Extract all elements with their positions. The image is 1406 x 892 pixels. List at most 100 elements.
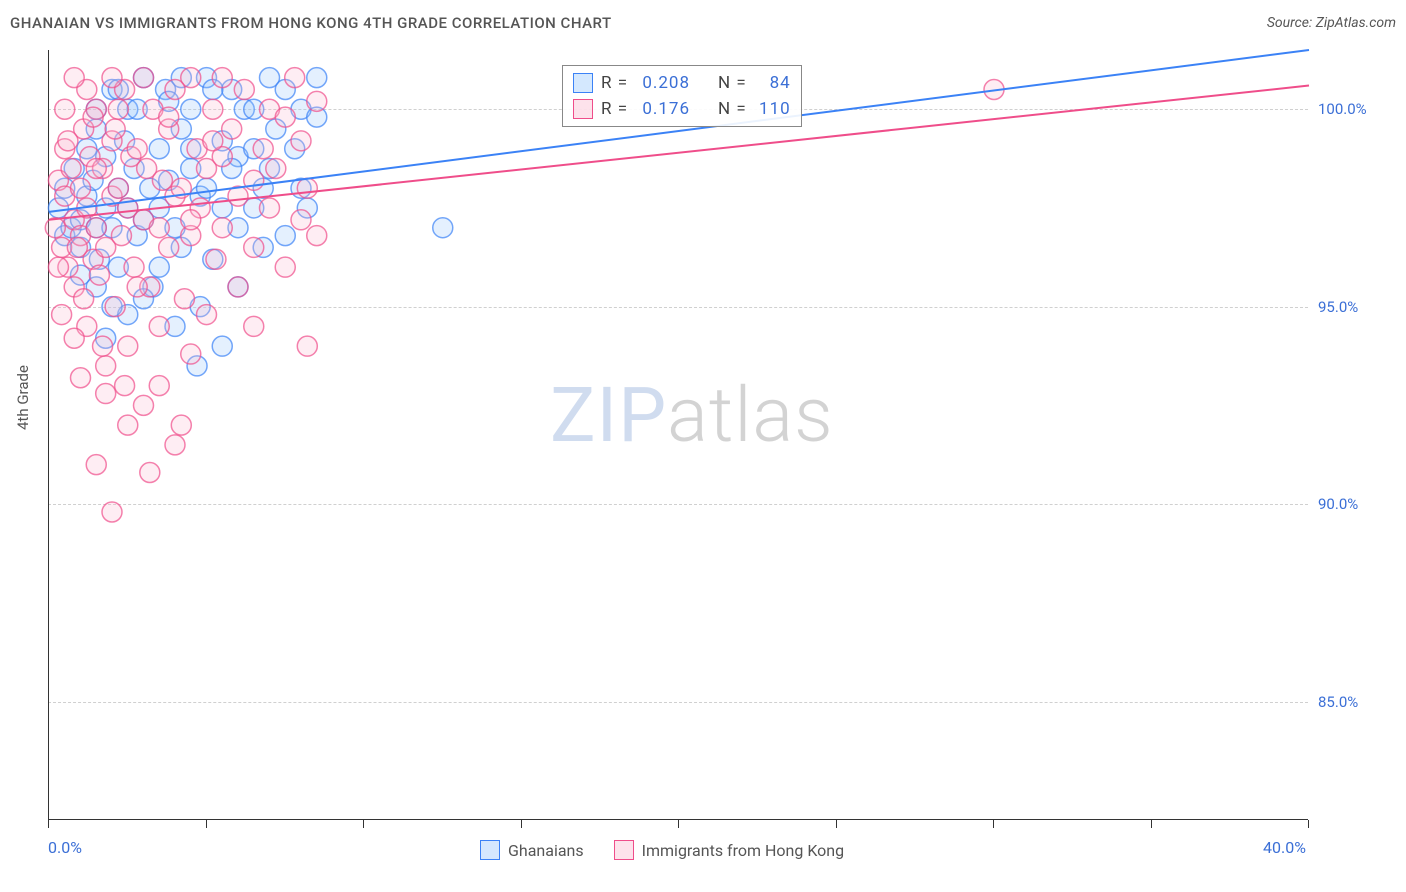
data-point (253, 139, 273, 159)
data-point (108, 99, 128, 119)
n-value: 84 (755, 70, 791, 96)
data-point (134, 68, 154, 88)
legend-swatch (573, 73, 593, 93)
data-point (52, 305, 72, 325)
data-point (275, 257, 295, 277)
data-point (149, 376, 169, 396)
x-tick (993, 820, 994, 828)
data-point (71, 368, 91, 388)
data-point (118, 336, 138, 356)
n-value: 110 (755, 96, 791, 122)
legend-label: Ghanaians (508, 841, 584, 860)
n-label: N = (718, 70, 747, 96)
data-point (48, 257, 68, 277)
scatter-svg (49, 50, 1309, 820)
data-point (61, 158, 81, 178)
data-point (206, 249, 226, 269)
x-tick-label: 40.0% (1263, 838, 1306, 857)
data-point (102, 502, 122, 522)
data-point (86, 455, 106, 475)
series-legend: Ghanaians Immigrants from Hong Kong (480, 840, 844, 860)
data-point (228, 277, 248, 297)
data-point (222, 119, 242, 139)
data-point (105, 297, 125, 317)
data-point (55, 99, 75, 119)
data-point (181, 344, 201, 364)
legend-item: Ghanaians (480, 840, 584, 860)
legend-swatch (480, 840, 500, 860)
data-point (285, 68, 305, 88)
data-point (71, 178, 91, 198)
data-point (260, 198, 280, 218)
data-point (159, 237, 179, 257)
data-point (96, 356, 116, 376)
data-point (297, 178, 317, 198)
data-point (64, 328, 84, 348)
y-tick-label: 95.0% (1318, 298, 1358, 316)
x-tick (678, 820, 679, 828)
x-tick (521, 820, 522, 828)
data-point (83, 107, 103, 127)
stats-row: R = 0.176 N = 110 (573, 96, 791, 122)
legend-swatch (614, 840, 634, 860)
data-point (197, 305, 217, 325)
data-point (433, 218, 453, 238)
x-tick-label: 0.0% (48, 838, 82, 857)
data-point (105, 119, 125, 139)
data-point (181, 210, 201, 230)
data-point (89, 265, 109, 285)
data-point (102, 68, 122, 88)
r-label: R = (601, 96, 628, 122)
data-point (174, 289, 194, 309)
r-value: 0.208 (636, 70, 690, 96)
data-point (291, 210, 311, 230)
data-point (212, 336, 232, 356)
data-point (212, 218, 232, 238)
data-point (181, 99, 201, 119)
data-point (96, 384, 116, 404)
x-tick (48, 820, 49, 828)
data-point (127, 277, 147, 297)
legend-label: Immigrants from Hong Kong (642, 841, 844, 860)
data-point (307, 226, 327, 246)
y-tick-label: 100.0% (1318, 100, 1367, 118)
stats-row: R =0.208N =84 (573, 70, 791, 96)
data-point (165, 435, 185, 455)
source-attribution: Source: ZipAtlas.com (1267, 15, 1396, 31)
x-tick (836, 820, 837, 828)
data-point (275, 107, 295, 127)
data-point (234, 79, 254, 99)
data-point (115, 376, 135, 396)
data-point (203, 99, 223, 119)
data-point (275, 226, 295, 246)
data-point (108, 178, 128, 198)
data-point (266, 158, 286, 178)
x-tick (206, 820, 207, 828)
correlation-stats-box: R = 0.208 N = 84R = 0.176 N = 110 (562, 65, 802, 127)
data-point (58, 131, 78, 151)
chart-title: GHANAIAN VS IMMIGRANTS FROM HONG KONG 4T… (10, 14, 612, 32)
n-label: N = (718, 96, 747, 122)
data-point (165, 79, 185, 99)
data-point (64, 68, 84, 88)
data-point (134, 395, 154, 415)
data-point (212, 68, 232, 88)
data-point (140, 463, 160, 483)
data-point (86, 158, 106, 178)
data-point (171, 415, 191, 435)
data-point (149, 257, 169, 277)
data-point (197, 178, 217, 198)
data-point (291, 131, 311, 151)
y-axis-label: 4th Grade (14, 365, 32, 430)
r-value: 0.176 (636, 96, 690, 122)
data-point (297, 336, 317, 356)
legend-item: Immigrants from Hong Kong (614, 840, 844, 860)
data-point (111, 226, 131, 246)
data-point (74, 289, 94, 309)
data-point (149, 316, 169, 336)
x-tick (1151, 820, 1152, 828)
data-point (118, 415, 138, 435)
x-tick (363, 820, 364, 828)
y-tick-label: 90.0% (1318, 495, 1358, 513)
data-point (124, 257, 144, 277)
